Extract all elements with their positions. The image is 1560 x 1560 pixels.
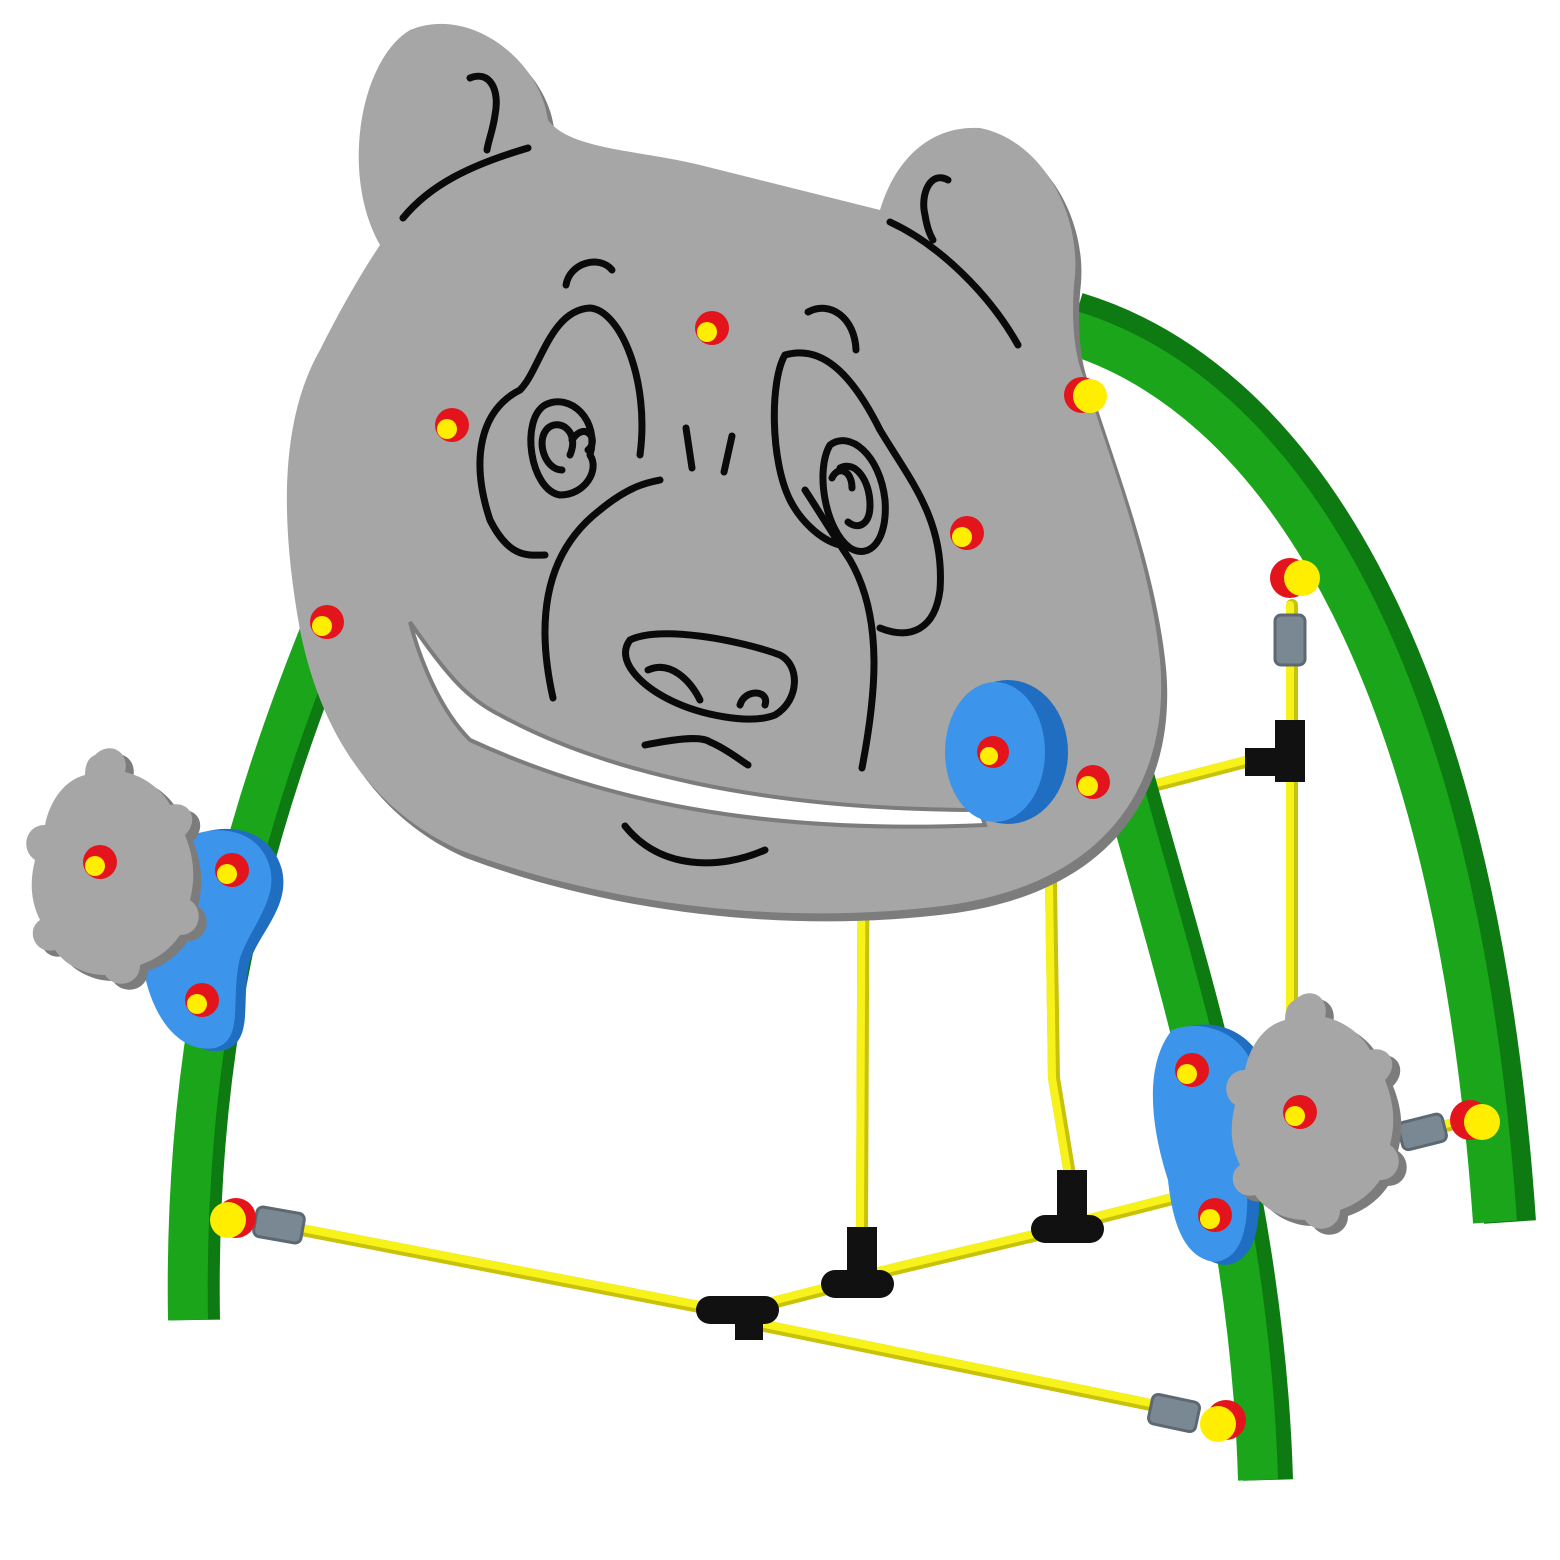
bear-face-panel [286, 23, 1168, 922]
clamp-top-right-arch [1064, 377, 1107, 413]
bolt [185, 983, 219, 1017]
nose-outline [622, 630, 798, 723]
back-arch [1063, 293, 1536, 1224]
left-spinner-assembly [26, 748, 284, 1052]
panel-bolts [310, 311, 1110, 799]
mouth-line [641, 735, 752, 769]
bolt [1076, 765, 1110, 799]
nose-nostril-right [736, 689, 770, 709]
right-eye-ring-inner [836, 462, 874, 530]
left-eye-patch [476, 304, 646, 559]
right-eye-pupil [828, 467, 856, 492]
spinner-disc [945, 680, 1068, 824]
right-ear-line [886, 218, 1022, 349]
bolt [1175, 1053, 1209, 1087]
left-eye-pupil [568, 428, 596, 454]
tube-sleeves [252, 613, 1448, 1434]
left-eye-ring-outer [527, 398, 597, 499]
sleeve-bottom-right [1147, 1392, 1201, 1434]
left-ear-line [399, 144, 532, 222]
right-eye-patch [781, 349, 944, 637]
left-brow [562, 258, 616, 289]
clamp-mid-right-arch [1270, 558, 1320, 598]
tube-connectors [696, 720, 1305, 1340]
bolt [950, 516, 984, 550]
back-arch-body [1063, 310, 1517, 1224]
right-brow [804, 304, 860, 354]
clamp-right-arch-low [1450, 1100, 1500, 1140]
nose-mark-left [682, 424, 696, 472]
bolt [83, 845, 117, 879]
connector-center-right [1031, 1170, 1104, 1243]
chin-line [621, 822, 769, 867]
nose-nostril-left [644, 663, 704, 704]
right-ear-curl [920, 174, 952, 244]
connector-bottom-cross [696, 1296, 779, 1340]
clamp-right-bottom [1200, 1400, 1246, 1442]
bolt [1283, 1095, 1317, 1129]
bolt [695, 311, 729, 345]
sleeve-bottom-left [252, 1205, 306, 1245]
bolt [310, 605, 344, 639]
sleeve-top-right [1273, 613, 1307, 667]
arch-clamps [210, 377, 1500, 1442]
clamp-left-bottom [210, 1198, 256, 1238]
bolt [435, 408, 469, 442]
right-eye-patch-inner [770, 351, 844, 549]
sleeve-right-arch [1397, 1112, 1448, 1152]
nose-mark-right [720, 432, 736, 476]
right-eye-ring-outer [819, 437, 889, 555]
left-ear-curl [466, 72, 500, 154]
bolt [1198, 1198, 1232, 1232]
bolt [215, 853, 249, 887]
connector-right-tee [1245, 720, 1305, 782]
connector-center-left [821, 1227, 894, 1298]
right-spinner-assembly [1152, 993, 1407, 1265]
muzzle-right [801, 486, 878, 772]
muzzle-left [541, 476, 664, 702]
mouth-slot [408, 620, 988, 829]
